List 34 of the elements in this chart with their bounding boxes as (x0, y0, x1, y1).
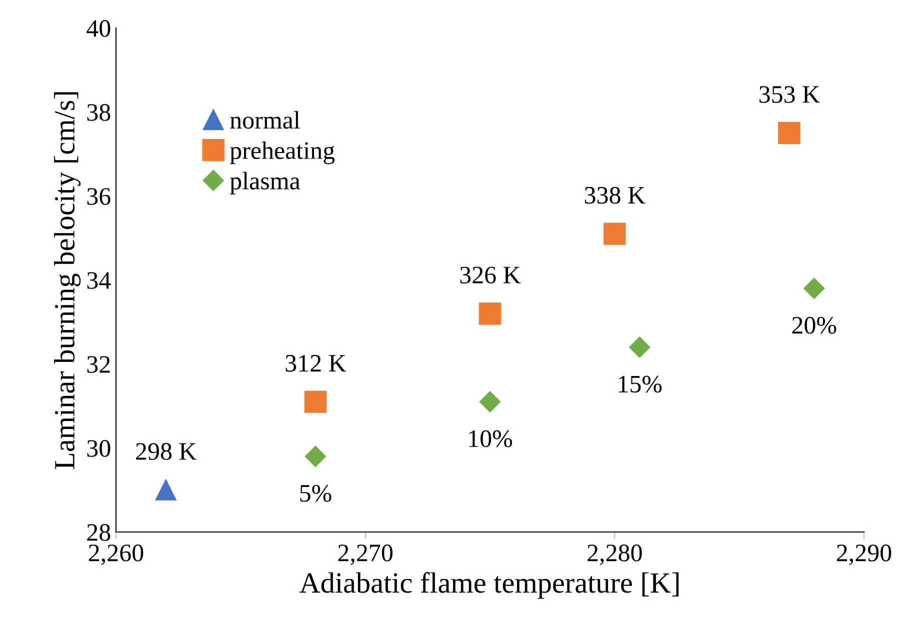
point (304, 446, 326, 467)
point (304, 390, 327, 413)
annotation: 312 K (286, 354, 346, 372)
x-axis-title: Adiabatic flame temperature [K] (300, 572, 679, 599)
annotation: 298 K (136, 443, 197, 460)
x-tick-label: 2,290 (836, 544, 892, 565)
y-axis-title: Laminar burning belocity [cm/s] (54, 92, 81, 470)
legend-label: plasma (230, 172, 300, 195)
annotation: 326 K (460, 266, 521, 284)
x-tick-label: 2,270 (338, 544, 393, 565)
annotation: 353 K (759, 86, 820, 103)
annotation: 338 K (584, 186, 646, 204)
annotation: 5% (300, 484, 332, 502)
point (155, 480, 176, 500)
annotation: 10% (469, 430, 512, 448)
annotation: 15% (618, 376, 662, 393)
y-tick-label: 36 (87, 188, 110, 205)
annotation: 20% (792, 316, 836, 334)
legend-label: normal (230, 111, 300, 129)
y-tick-label: 40 (86, 20, 110, 37)
y-tick-label: 34 (87, 272, 111, 289)
point (479, 391, 501, 412)
point (478, 302, 502, 325)
x-tick-label: 2,260 (88, 544, 144, 565)
x-tick-label: 2,280 (588, 544, 642, 565)
legend-label: preheating (230, 141, 335, 164)
point (778, 122, 800, 144)
point (604, 222, 626, 245)
y-tick-label: 32 (87, 356, 110, 373)
point (804, 278, 825, 299)
y-tick-label: 38 (87, 104, 110, 121)
y-tick-label: 30 (87, 440, 110, 457)
point (629, 336, 650, 358)
y-tick-label: 28 (87, 524, 110, 541)
